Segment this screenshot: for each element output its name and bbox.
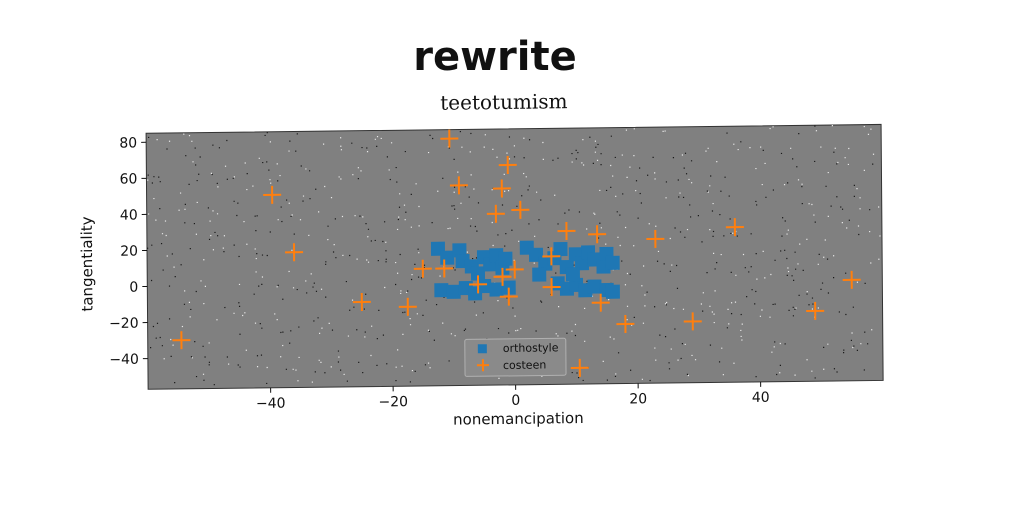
y-tick-label: 80 <box>119 135 137 151</box>
data-point <box>440 250 455 265</box>
series-layer <box>172 129 861 377</box>
data-point <box>434 283 449 298</box>
data-point <box>440 129 459 148</box>
legend-label-orthostyle: orthostyle <box>503 341 559 355</box>
data-point <box>565 267 580 282</box>
data-point <box>469 275 488 294</box>
data-point <box>842 270 861 289</box>
data-point <box>646 229 665 248</box>
data-point <box>499 287 518 306</box>
x-tick-label: 20 <box>629 391 647 407</box>
legend-marker-costeen <box>476 359 489 372</box>
data-point <box>683 312 702 331</box>
series-costeen <box>172 129 861 377</box>
data-point <box>449 176 468 195</box>
data-point <box>285 243 304 262</box>
data-point <box>616 315 635 334</box>
legend-box <box>464 337 567 377</box>
data-point <box>570 358 589 377</box>
data-point <box>605 255 620 270</box>
data-point <box>486 204 505 223</box>
x-tick-label: −20 <box>378 394 408 410</box>
data-point <box>413 259 432 278</box>
data-point <box>542 247 561 266</box>
x-tick-label: 40 <box>752 390 770 406</box>
data-point <box>574 256 590 271</box>
data-point <box>477 278 492 294</box>
x-axis-label: nonemancipation <box>453 409 584 429</box>
data-point <box>511 200 530 219</box>
data-point <box>605 284 620 299</box>
legend: orthostyle costeen <box>464 337 567 377</box>
data-point <box>452 243 467 258</box>
x-tick-label: −40 <box>256 396 286 412</box>
data-point <box>470 266 486 281</box>
data-point <box>172 331 191 350</box>
data-point <box>557 221 576 240</box>
y-tick-label: −40 <box>109 352 139 368</box>
data-point <box>263 185 282 204</box>
data-point <box>489 282 504 297</box>
data-point <box>435 259 454 278</box>
y-tick-label: 40 <box>120 207 138 223</box>
y-tick-label: 0 <box>129 280 138 296</box>
data-point <box>498 155 517 174</box>
data-point <box>587 279 602 294</box>
data-point <box>553 242 568 257</box>
chart-title: teetotumism <box>440 89 568 115</box>
data-point <box>532 267 547 282</box>
data-point <box>492 179 511 198</box>
data-point <box>493 267 512 286</box>
data-point <box>352 292 371 311</box>
data-point <box>398 297 417 316</box>
data-point <box>446 284 461 299</box>
data-point <box>806 301 825 320</box>
legend-label-costeen: costeen <box>503 358 546 372</box>
x-tick-label: 0 <box>511 393 520 409</box>
data-point <box>501 280 516 295</box>
y-axis: −40 −20 0 20 40 60 80 <box>109 135 148 368</box>
data-point <box>542 278 561 297</box>
y-axis-label: tangentiality <box>78 216 97 312</box>
data-point <box>498 251 513 266</box>
y-tick-label: −20 <box>109 316 139 332</box>
data-point <box>588 225 607 244</box>
data-point <box>725 218 744 237</box>
y-tick-label: 20 <box>120 244 138 260</box>
figure-supertitle: rewrite <box>413 34 577 80</box>
x-axis: −40 −20 0 20 40 <box>256 381 770 412</box>
data-point <box>591 293 610 312</box>
data-point <box>505 260 524 279</box>
legend-marker-orthostyle <box>477 344 487 354</box>
y-tick-label: 60 <box>120 171 138 187</box>
